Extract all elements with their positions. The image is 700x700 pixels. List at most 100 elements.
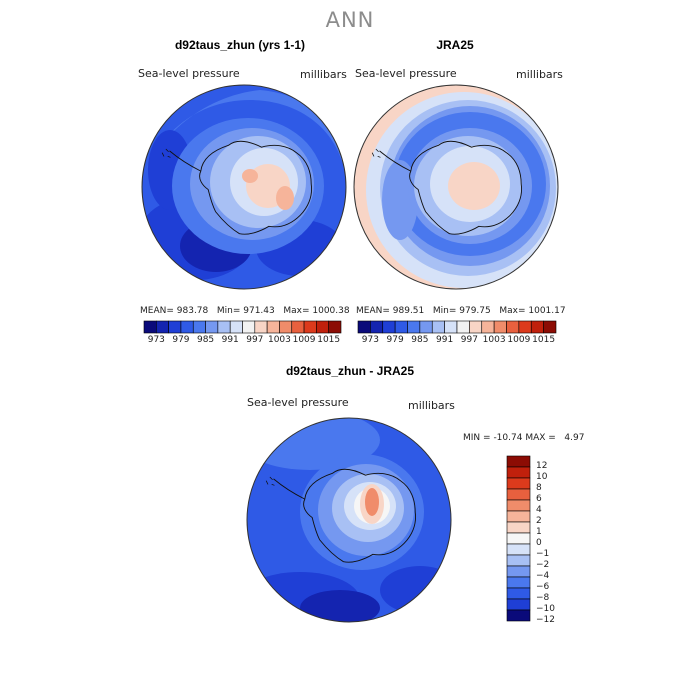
stats-diff: MIN = -10.74 MAX = 4.97	[463, 433, 585, 443]
colorbar-obs-swatch	[469, 320, 483, 334]
colorbar-obs-swatch	[481, 320, 495, 334]
colorbar-model-swatch	[303, 320, 317, 334]
colorbar-obs-swatch	[518, 320, 532, 334]
colorbar-model-swatch	[254, 320, 268, 334]
stats-model: MEAN= 983.78 Min= 971.43 Max= 1000.38	[140, 306, 350, 316]
panel-title-model: d92taus_zhun (yrs 1-1)	[174, 38, 306, 52]
panel-variable-diff: Sea-level pressure	[247, 396, 349, 409]
colorbar-obs-tick-label: 997	[460, 335, 478, 345]
colorbar-obs-swatch	[370, 320, 384, 334]
colorbar-obs-swatch	[456, 320, 470, 334]
colorbar-model-tick-label: 973	[147, 335, 165, 345]
colorbar-diff-swatch	[506, 521, 531, 534]
map-diff	[246, 417, 452, 623]
colorbar-model-tick-label: 985	[196, 335, 215, 345]
colorbar-diff-swatch	[506, 532, 531, 545]
colorbar-obs-swatch	[506, 320, 520, 334]
panel-units-diff: millibars	[408, 399, 455, 412]
colorbar-obs-swatch	[431, 320, 445, 334]
colorbar-diff-swatch	[506, 488, 531, 501]
stat-min-obs: 979.75	[459, 306, 491, 316]
colorbar-diff-tick-label: −12	[536, 615, 555, 625]
colorbar-diff-swatch	[506, 565, 531, 578]
colorbar-model-tick-label: 1003	[267, 335, 291, 345]
colorbar-obs-tick-label: 1015	[532, 335, 556, 345]
colorbar-obs-tick-label: 1003	[482, 335, 506, 345]
colorbar-model-tick-label: 1009	[292, 335, 316, 345]
colorbar-obs-tick-label: 1009	[507, 335, 531, 345]
colorbar-diff-tick-label: −1	[536, 549, 550, 559]
colorbar-obs-swatch	[493, 320, 507, 334]
colorbar-diff-tick-label: 8	[536, 483, 542, 493]
stat-min-diff: -10.74	[493, 433, 523, 443]
colorbar-diff-swatch	[506, 499, 531, 512]
figure-title: ANN	[325, 8, 375, 32]
colorbar-diff-swatch	[506, 609, 531, 622]
colorbar-model	[143, 320, 342, 334]
map-obs	[353, 84, 559, 290]
colorbar-model-swatch	[205, 320, 219, 334]
stat-min-model: 971.43	[243, 306, 275, 316]
colorbar-obs-swatch	[394, 320, 408, 334]
colorbar-model-swatch	[229, 320, 243, 334]
colorbar-obs-swatch	[419, 320, 433, 334]
stat-mean-model: 983.78	[176, 306, 209, 316]
colorbar-obs-swatch	[357, 320, 371, 334]
colorbar-model-tick-label: 997	[246, 335, 264, 345]
colorbar-obs-swatch	[407, 320, 421, 334]
panel-title-obs: JRA25	[436, 38, 474, 52]
colorbar-model-tick-label: 1015	[317, 335, 341, 345]
colorbar-model-tick-label: 979	[172, 335, 190, 345]
colorbar-diff-tick-label: 0	[536, 538, 542, 548]
colorbar-diff-tick-label: −10	[536, 604, 555, 614]
colorbar-model-swatch	[328, 320, 342, 334]
colorbar-diff-tick-label: 12	[536, 461, 548, 471]
colorbar-diff-tick-label: 6	[536, 494, 542, 504]
colorbar-model-swatch	[143, 320, 157, 334]
colorbar-model-swatch	[316, 320, 329, 334]
colorbar-diff-tick-label: −4	[536, 571, 550, 581]
colorbar-diff-tick-label: 2	[536, 516, 542, 526]
colorbar-obs-swatch	[543, 320, 557, 334]
colorbar-model-swatch	[279, 320, 293, 334]
colorbar-model-tick-label: 991	[221, 335, 239, 345]
colorbar-obs	[357, 320, 557, 334]
colorbar-obs-swatch	[530, 320, 544, 334]
colorbar-obs-tick-label: 991	[436, 335, 454, 345]
colorbar-obs-swatch	[444, 320, 458, 334]
colorbar-obs-tick-label: 985	[411, 335, 429, 345]
map-model	[141, 84, 347, 290]
colorbar-diff	[506, 455, 531, 622]
stat-max-diff: 4.97	[564, 433, 585, 443]
colorbar-diff-tick-label: −8	[536, 593, 550, 603]
colorbar-model-swatch	[242, 320, 256, 334]
colorbar-diff-swatch	[506, 455, 531, 468]
colorbar-model-swatch	[156, 320, 169, 334]
colorbar-diff-tick-label: −6	[536, 582, 550, 592]
colorbar-obs-tick-label: 979	[386, 335, 404, 345]
panel-units-model: millibars	[300, 68, 347, 81]
stat-max-obs: 1001.17	[528, 306, 566, 316]
colorbar-model-swatch	[217, 320, 231, 334]
colorbar-diff-swatch	[506, 543, 531, 556]
colorbar-diff-tick-label: 4	[536, 505, 542, 515]
colorbar-diff-swatch	[506, 477, 531, 490]
panel-title-diff: d92taus_zhun - JRA25	[285, 364, 415, 378]
panel-units-obs: millibars	[516, 68, 563, 81]
colorbar-model-swatch	[168, 320, 182, 334]
colorbar-model-swatch	[291, 320, 305, 334]
panel-variable-obs: Sea-level pressure	[355, 67, 457, 80]
colorbar-model-swatch	[192, 320, 206, 334]
colorbar-diff-tick-label: −2	[536, 560, 550, 570]
stats-obs: MEAN= 989.51 Min= 979.75 Max= 1001.17	[356, 306, 566, 316]
colorbar-diff-swatch	[506, 587, 531, 600]
stat-mean-obs: 989.51	[392, 306, 425, 316]
colorbar-diff-swatch	[506, 598, 531, 611]
colorbar-diff-swatch	[506, 466, 531, 479]
colorbar-diff-swatch	[506, 554, 531, 567]
stat-max-model: 1000.38	[312, 306, 350, 316]
colorbar-diff-tick-label: 10	[536, 472, 548, 482]
colorbar-diff-swatch	[506, 510, 531, 523]
colorbar-obs-tick-label: 973	[361, 335, 379, 345]
